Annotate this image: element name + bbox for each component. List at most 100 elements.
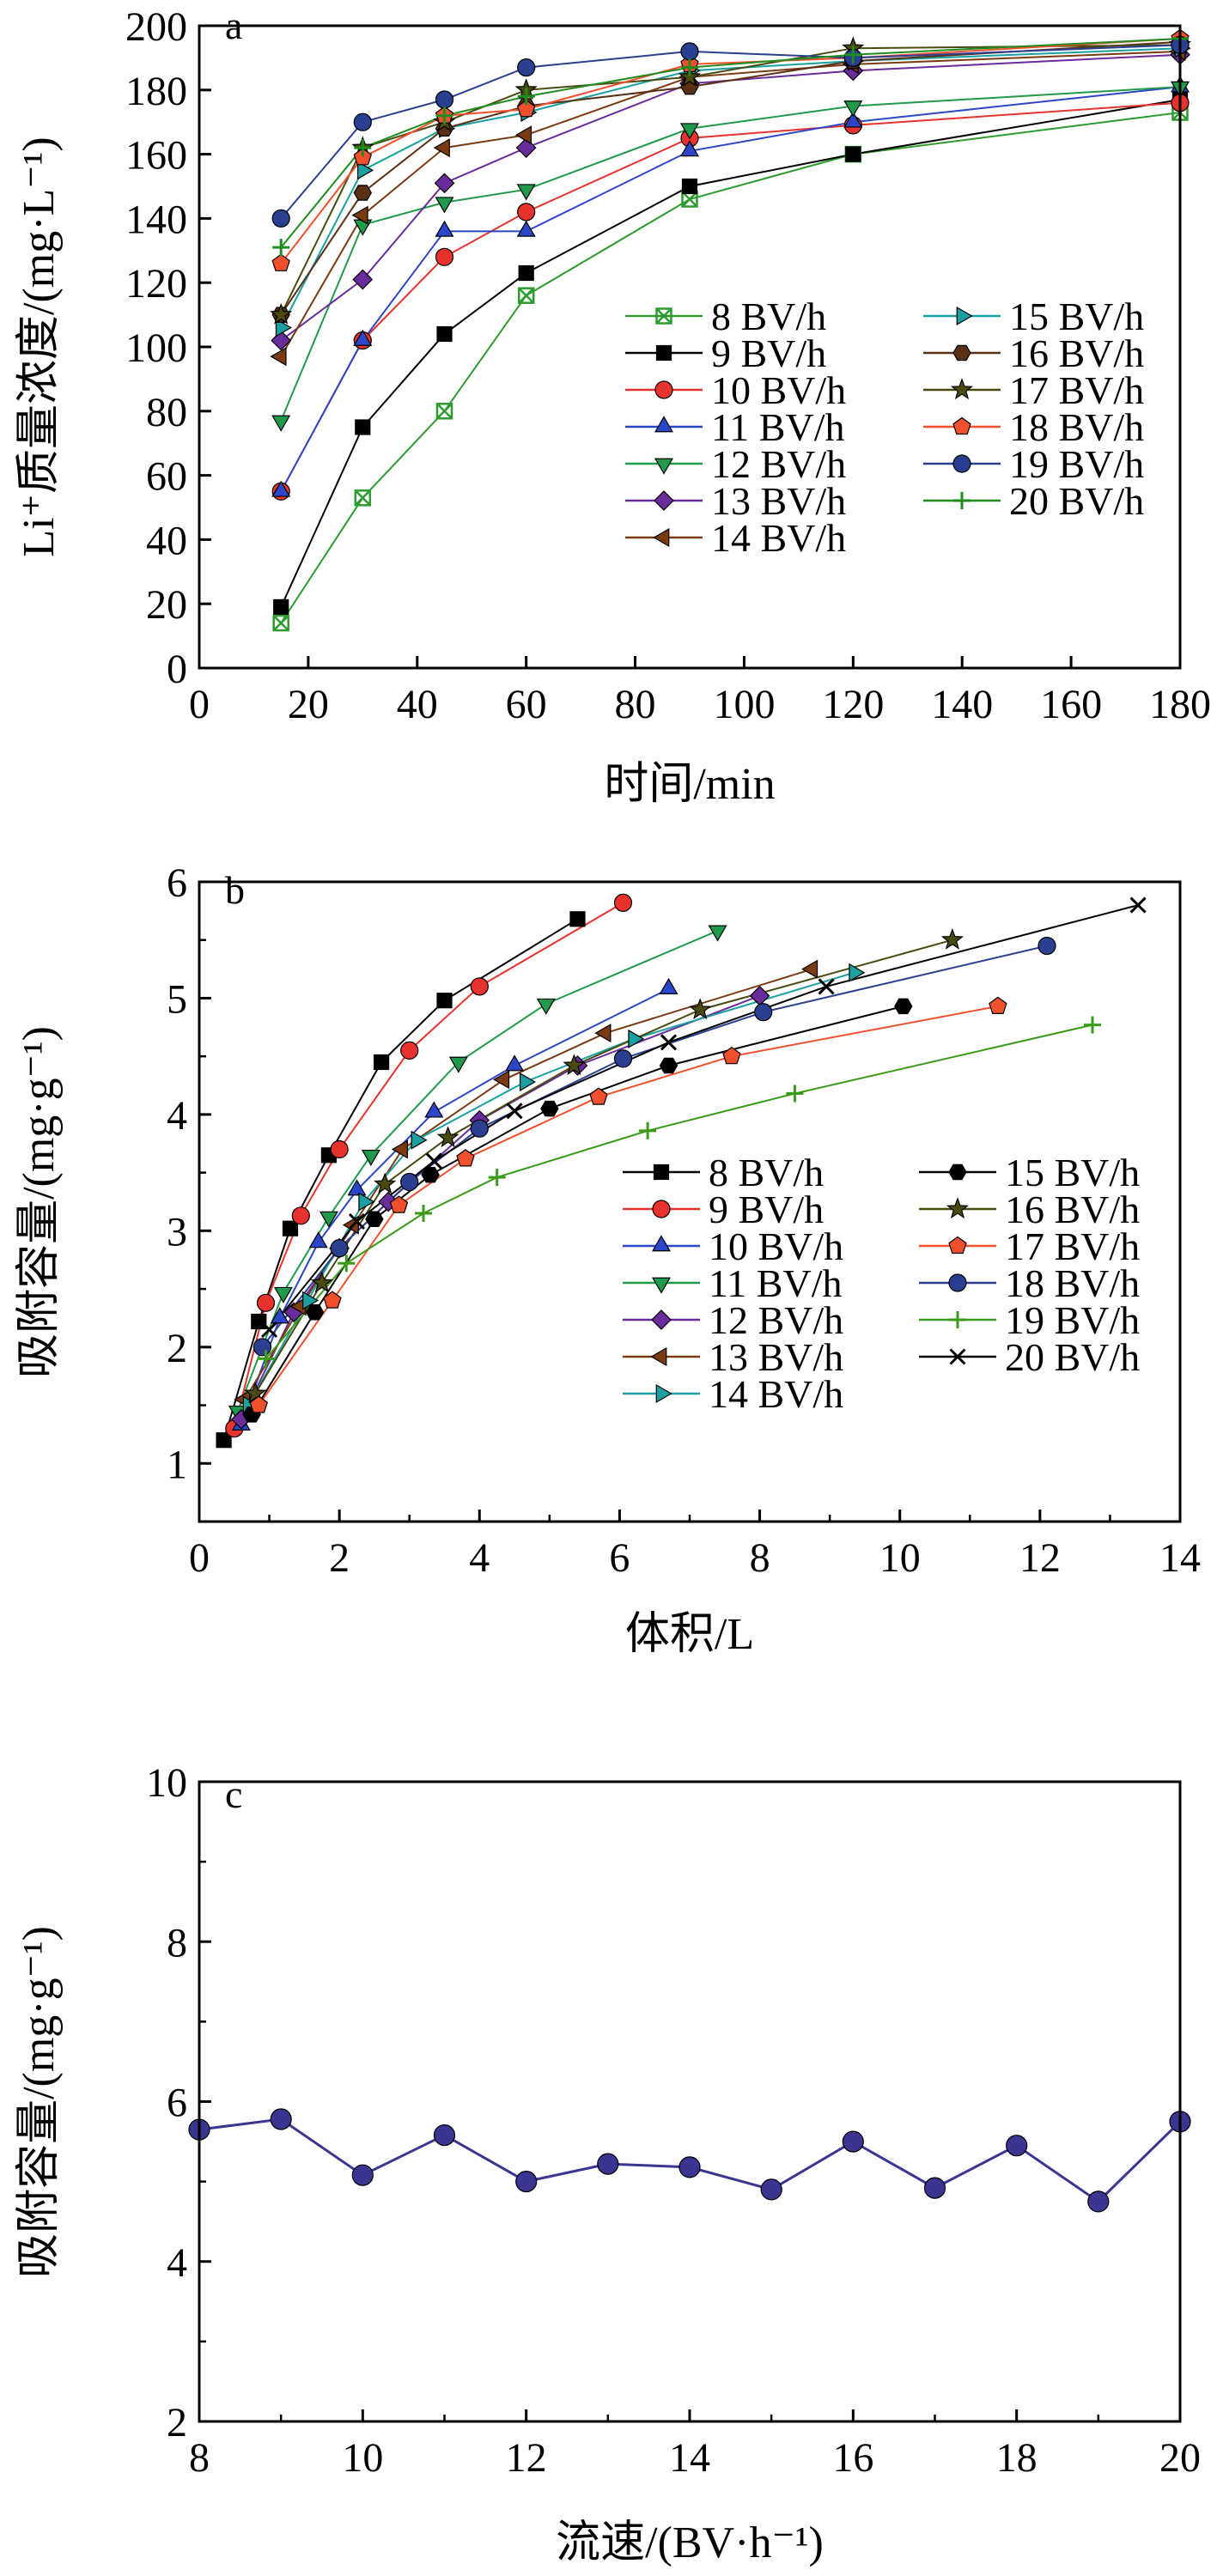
legend-marker [654,458,673,475]
data-point [270,2108,292,2130]
data-point [348,1212,366,1230]
data-point [506,1103,523,1120]
data-point [433,2124,456,2147]
legend-marker [652,1235,671,1252]
data-point [517,88,535,106]
y-tick-label: 100 [125,325,187,371]
data-point [940,927,964,950]
data-point [435,220,454,237]
data-point [216,1432,232,1449]
legend-marker [948,1163,967,1181]
legend-marker [651,1309,672,1330]
data-point [518,264,534,282]
data-point [516,220,536,237]
x-tick-label: 20 [1159,2435,1201,2481]
data-point [435,197,454,214]
y-tick-label: 200 [125,4,187,50]
data-point [659,1057,678,1074]
data-point [351,205,368,225]
data-point [456,1149,475,1167]
data-point [374,1054,390,1071]
data-point [424,1101,444,1118]
y-tick-label: 6 [167,2081,187,2126]
data-point [275,318,292,337]
data-point [1006,2135,1028,2157]
data-point [411,1130,428,1150]
legend-marker [653,1163,670,1181]
data-point [261,1321,278,1339]
data-point [270,347,287,367]
data-point [374,1172,397,1194]
data-point [659,977,678,994]
x-tick-label: 14 [1159,1535,1201,1581]
y-tick-label: 2 [167,1326,187,1371]
legend-label: 20 BV/h [1009,479,1144,523]
legend-entry: 9 BV/h [623,1188,824,1231]
legend-b: 8 BV/h9 BV/h10 BV/h11 BV/h12 BV/h13 BV/h… [623,1151,1140,1416]
data-point [365,1211,384,1228]
chart-panel-a: 0 20 40 60 80 100 120 140 160 180 0 20 40 60 80 100 120 1… [15,3,1211,809]
data-point [356,161,374,180]
data-point [540,1100,559,1117]
data-point [681,178,698,195]
data-point [435,106,453,125]
data-point [251,1313,267,1330]
legend-entry: 12 BV/h [625,442,846,486]
data-point [1037,936,1056,956]
data-point [435,403,453,420]
data-point [639,1121,657,1139]
data-point [270,302,293,325]
legend-label: 12 BV/h [709,1298,843,1342]
data-point [845,146,861,162]
legend-label: 14 BV/h [709,1372,843,1416]
legend-marker [654,490,674,511]
legend-label: 10 BV/h [709,1224,843,1268]
legend-label: 10 BV/h [711,368,846,412]
data-point [563,1054,586,1076]
legend-marker [655,1384,672,1403]
legend-label: 8 BV/h [709,1151,824,1194]
legend-label: 9 BV/h [709,1188,824,1231]
data-point [425,1152,442,1170]
data-point [516,184,536,201]
chart-panel-c: 8 10 12 14 16 18 20 2 4 6 8 10 c 流速/(BV·h⁻¹) 吸附容量/(… [15,1760,1201,2567]
panel-label-b: b [225,868,245,912]
y-tick-label: 160 [125,133,187,179]
legend-entry: 14 BV/h [625,516,846,560]
data-point [470,1119,489,1138]
data-point [310,1271,333,1293]
x-axis-label-c: 流速/(BV·h⁻¹) [556,2518,824,2567]
data-point [517,58,536,77]
legend-marker [653,528,670,547]
data-point [354,489,372,507]
x-axis-label-b: 体积/L [625,1610,754,1659]
data-point [323,1291,342,1309]
data-point [271,480,291,497]
legend-label: 19 BV/h [1009,442,1144,486]
legend-entry: 15 BV/h [919,1151,1140,1194]
data-point [270,1307,289,1324]
data-point [434,173,455,194]
y-tick-label: 4 [167,2240,187,2286]
data-point [597,2153,619,2175]
legend-entry: 11 BV/h [625,405,844,449]
x-tick-label: 8 [189,2435,210,2481]
data-point [347,1179,367,1196]
legend-marker [949,1348,966,1365]
legend-marker [948,1236,967,1255]
data-point [352,269,374,290]
data-point [257,1350,275,1368]
data-point [470,977,489,996]
y-tick-label: 8 [167,1920,187,1965]
data-point [436,993,453,1009]
y-axis-label-c: 吸附容量/(mg·g⁻¹) [15,1926,64,2278]
data-point [517,99,536,118]
data-point [517,203,536,222]
data-point [253,1338,271,1357]
data-point [786,1084,804,1103]
x-tick-label: 4 [469,1535,490,1581]
data-point [843,111,863,128]
legend-entry: 13 BV/h [625,479,846,523]
legend-entry: 19 BV/h [919,1298,1140,1342]
data-point [436,325,453,343]
